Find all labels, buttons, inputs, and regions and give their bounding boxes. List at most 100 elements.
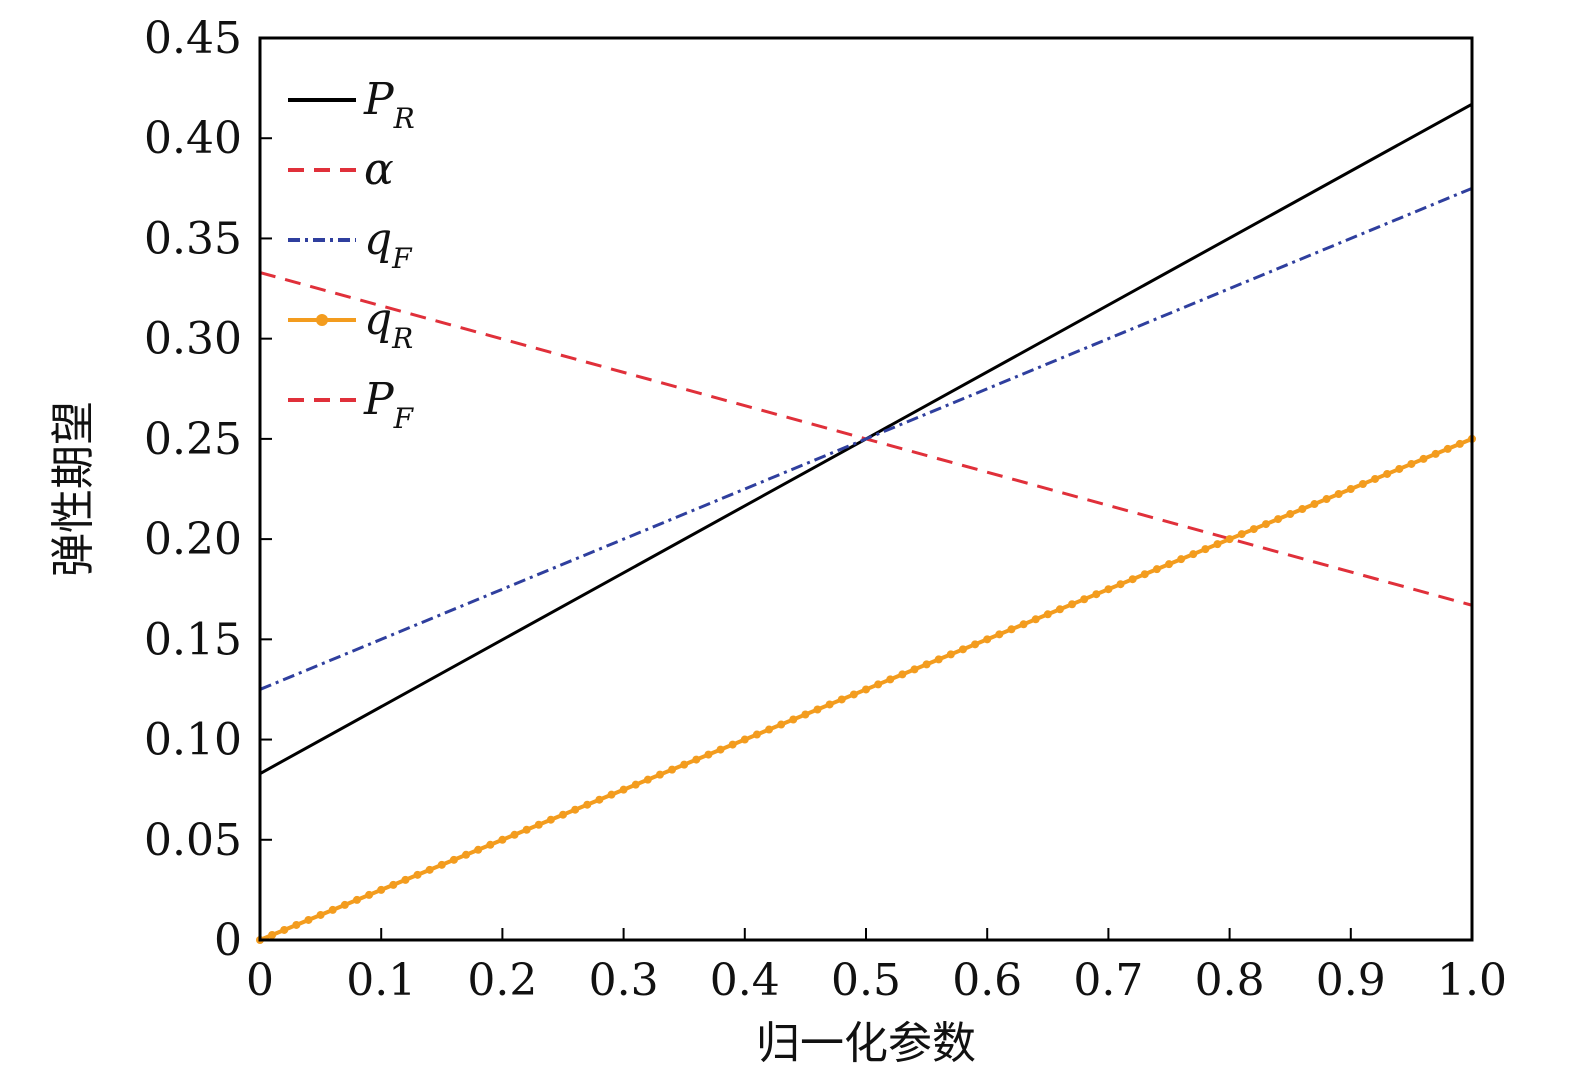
series-point — [983, 635, 991, 643]
series-point — [1250, 525, 1258, 533]
series-point — [1420, 455, 1428, 463]
series-point — [1262, 520, 1270, 528]
series-point — [474, 846, 482, 854]
series-point — [607, 791, 615, 799]
series-point — [595, 796, 603, 804]
x-tick-label: 0.1 — [346, 955, 416, 1006]
series-point — [910, 665, 918, 673]
x-tick-label: 1.0 — [1437, 955, 1507, 1006]
series-line-2 — [260, 188, 1472, 689]
series-point — [1298, 505, 1306, 513]
legend-label: qR — [364, 294, 413, 355]
series-point — [777, 721, 785, 729]
series-point — [1104, 585, 1112, 593]
series-point — [1007, 625, 1015, 633]
series-point — [1068, 600, 1076, 608]
x-tick-label: 0.4 — [710, 955, 780, 1006]
series-point — [450, 856, 458, 864]
series-point — [583, 801, 591, 809]
series-point — [801, 711, 809, 719]
series-point — [995, 630, 1003, 638]
series-point — [329, 906, 337, 914]
series-point — [377, 886, 385, 894]
series-point — [1456, 440, 1464, 448]
series-point — [1141, 570, 1149, 578]
x-tick-label: 0 — [246, 955, 274, 1006]
y-tick-label: 0.40 — [144, 113, 242, 164]
series-point — [1371, 475, 1379, 483]
series-point — [341, 901, 349, 909]
series-point — [1020, 620, 1028, 628]
series-point — [1153, 565, 1161, 573]
series-point — [717, 746, 725, 754]
series-point — [1213, 540, 1221, 548]
series-point — [365, 891, 373, 899]
x-tick-label: 0.7 — [1073, 955, 1143, 1006]
series-point — [511, 831, 519, 839]
series-point — [1044, 610, 1052, 618]
legend-label: PF — [363, 374, 415, 435]
series-point — [656, 771, 664, 779]
series-point — [947, 650, 955, 658]
series-point — [1177, 555, 1185, 563]
series-point — [280, 926, 288, 934]
x-tick-label: 0.3 — [589, 955, 659, 1006]
series-point — [814, 705, 822, 713]
series-point — [1335, 490, 1343, 498]
legend-marker — [316, 314, 328, 326]
y-tick-label: 0.25 — [144, 414, 242, 465]
series-point — [838, 695, 846, 703]
series-point — [680, 761, 688, 769]
series-point — [426, 866, 434, 874]
series-point — [1056, 605, 1064, 613]
series-point — [923, 660, 931, 668]
series-point — [620, 786, 628, 794]
series-point — [898, 670, 906, 678]
series-point — [789, 716, 797, 724]
y-tick-label: 0.30 — [144, 314, 242, 365]
series-point — [438, 861, 446, 869]
series-point — [1226, 535, 1234, 543]
series-point — [535, 821, 543, 829]
series-point — [644, 776, 652, 784]
series-point — [1032, 615, 1040, 623]
series-point — [1286, 510, 1294, 518]
series-point — [668, 766, 676, 774]
y-tick-label: 0.35 — [144, 213, 242, 264]
series-point — [401, 876, 409, 884]
series-point — [1201, 545, 1209, 553]
series-point — [632, 781, 640, 789]
series-point — [1383, 470, 1391, 478]
series-point — [1310, 500, 1318, 508]
x-tick-label: 0.5 — [831, 955, 901, 1006]
series-point — [862, 685, 870, 693]
y-tick-label: 0.05 — [144, 815, 242, 866]
series-point — [692, 756, 700, 764]
series-point — [1165, 560, 1173, 568]
series-point — [959, 645, 967, 653]
series-point — [1189, 550, 1197, 558]
series-lines — [256, 104, 1476, 944]
series-point — [753, 731, 761, 739]
series-point — [571, 806, 579, 814]
series-point — [1407, 460, 1415, 468]
series-point — [1347, 485, 1355, 493]
legend-label: PR — [363, 74, 415, 135]
series-point — [1092, 590, 1100, 598]
series-point — [1274, 515, 1282, 523]
series-point — [1080, 595, 1088, 603]
series-point — [486, 841, 494, 849]
series-point — [268, 931, 276, 939]
y-axis-title: 弹性期望 — [48, 401, 99, 577]
y-tick-label: 0 — [214, 915, 242, 966]
y-tick-label: 0.15 — [144, 614, 242, 665]
series-point — [389, 881, 397, 889]
series-point — [826, 700, 834, 708]
series-point — [292, 921, 300, 929]
series-point — [1238, 530, 1246, 538]
x-tick-label: 0.9 — [1316, 955, 1386, 1006]
x-tick-label: 0.8 — [1195, 955, 1265, 1006]
series-point — [1117, 580, 1125, 588]
series-point — [1395, 465, 1403, 473]
